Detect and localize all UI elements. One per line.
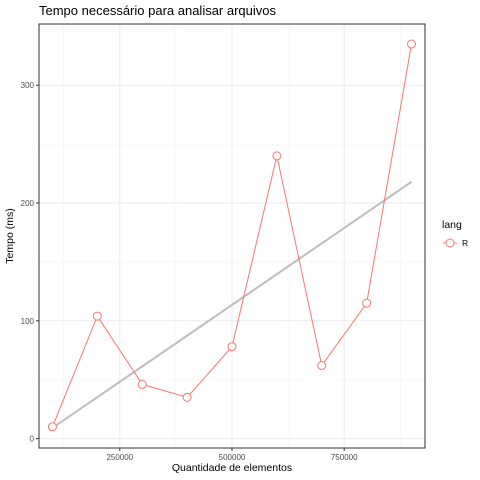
data-point [182, 392, 192, 402]
series-layer [47, 39, 417, 432]
x-tick-label: 750000 [331, 453, 358, 462]
data-point [272, 151, 282, 161]
data-point [407, 39, 417, 49]
x-axis-title: Quantidade de elementos [172, 462, 292, 474]
y-axis: 0 100 200 300 [21, 81, 39, 444]
y-tick-label: 200 [21, 199, 35, 208]
trend-line [51, 180, 413, 429]
legend-title: lang [442, 219, 462, 231]
data-point [227, 342, 237, 352]
data-point [92, 311, 102, 321]
data-point [362, 298, 372, 308]
chart-title: Tempo necessário para analisar arquivos [39, 3, 277, 18]
x-tick-label: 500000 [219, 453, 246, 462]
y-tick-label: 300 [21, 81, 35, 90]
y-tick-label: 0 [30, 435, 35, 444]
data-point [137, 379, 147, 389]
legend: lang R [442, 219, 468, 248]
x-axis: 250000 500000 750000 [106, 448, 358, 462]
legend-key-marker [445, 238, 455, 248]
grid-major [39, 24, 425, 448]
legend-label-r: R [462, 238, 468, 248]
data-point [317, 361, 327, 371]
x-tick-label: 250000 [106, 453, 133, 462]
y-axis-title: Tempo (ms) [4, 208, 16, 263]
data-point [47, 422, 57, 432]
trend-layer [51, 180, 413, 429]
y-tick-label: 100 [21, 317, 35, 326]
